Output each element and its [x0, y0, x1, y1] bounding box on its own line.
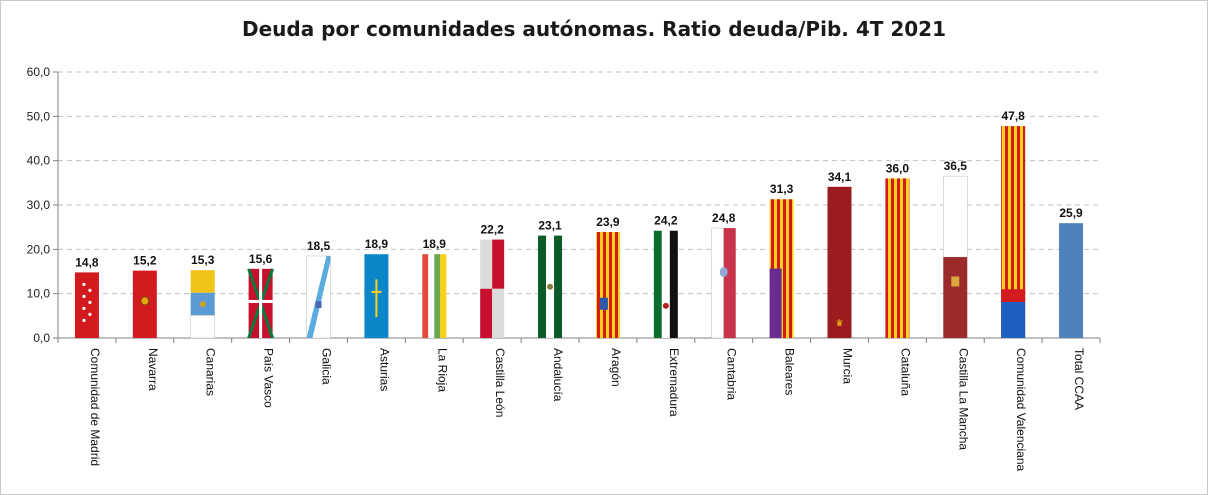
x-tick-label: Extremadura	[667, 348, 681, 417]
y-tick-label: 10,0	[27, 287, 51, 301]
bar	[422, 254, 447, 338]
bar	[595, 232, 620, 338]
bar: ♛	[827, 186, 852, 338]
data-label: 36,5	[944, 159, 968, 173]
x-tick-label: Navarra	[146, 348, 160, 391]
x-tick-label: Murcia	[841, 348, 855, 384]
bar	[943, 175, 968, 338]
x-tick-label: Aragón	[609, 348, 623, 387]
bar	[1001, 126, 1026, 338]
data-label: 31,3	[770, 182, 794, 196]
y-tick-label: 60,0	[27, 65, 51, 79]
bar	[74, 272, 99, 338]
chart-title: Deuda por comunidades autónomas. Ratio d…	[241, 17, 947, 41]
x-tick-label: Baleares	[783, 348, 797, 395]
data-label: 15,2	[133, 254, 157, 268]
x-tick-label: Canarias	[204, 348, 218, 396]
data-label: 22,2	[480, 223, 504, 237]
bar	[885, 178, 910, 338]
x-tick-label: Andalucía	[551, 348, 565, 402]
x-tick-label: Cantabria	[725, 348, 739, 400]
bar	[769, 199, 794, 338]
bar	[711, 227, 736, 339]
bar	[190, 270, 215, 339]
x-tick-label: Castilla León	[493, 348, 507, 417]
bar	[306, 255, 331, 339]
data-label: 34,1	[828, 170, 852, 184]
bar	[538, 235, 563, 338]
data-label: 24,8	[712, 211, 736, 225]
data-label: 14,8	[75, 255, 99, 269]
svg-text:♛: ♛	[835, 318, 843, 328]
x-tick-label: Comunidad de Madrid	[88, 348, 102, 466]
data-label: 15,6	[249, 252, 273, 266]
x-tick-label: Castilla La Mancha	[956, 348, 970, 450]
x-tick-label: Cataluña	[898, 348, 912, 396]
x-tick-label: País Vasco	[262, 348, 276, 408]
data-label: 23,1	[538, 219, 562, 233]
x-tick-label: La Rioja	[435, 348, 449, 392]
bar	[132, 270, 157, 338]
y-tick-label: 50,0	[27, 109, 51, 123]
x-tick-label: Total CCAA	[1072, 348, 1086, 410]
bar	[247, 268, 275, 339]
data-label: 18,9	[365, 237, 389, 251]
data-label: 24,2	[654, 214, 678, 228]
bar	[1059, 223, 1084, 338]
data-label: 25,9	[1059, 206, 1083, 220]
data-label: 18,9	[423, 237, 447, 251]
x-tick-label: Galicia	[320, 348, 334, 385]
bar	[653, 230, 678, 338]
data-label: 36,0	[886, 161, 910, 175]
data-label: 18,5	[307, 239, 331, 253]
bar	[364, 254, 389, 338]
data-label: 23,9	[596, 215, 620, 229]
y-tick-label: 0,0	[33, 331, 50, 345]
y-tick-label: 40,0	[27, 154, 51, 168]
data-label: 47,8	[1001, 109, 1025, 123]
y-tick-label: 30,0	[27, 198, 51, 212]
x-tick-label: Comunidad Valenciana	[1014, 348, 1028, 472]
x-tick-label: Asturias	[377, 348, 391, 391]
data-label: 15,3	[191, 253, 215, 267]
y-tick-label: 20,0	[27, 242, 51, 256]
bar	[480, 239, 505, 338]
